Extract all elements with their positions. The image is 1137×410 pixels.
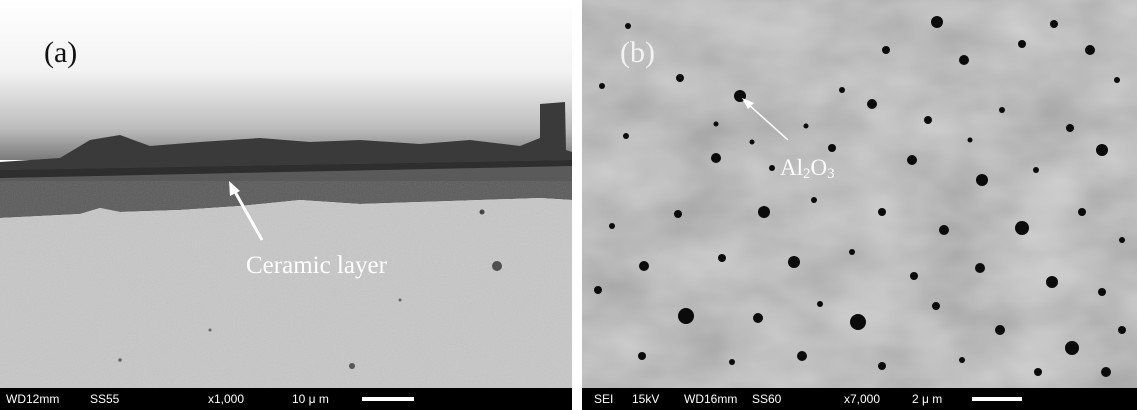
accelerating-voltage: 15kV xyxy=(632,392,660,406)
arrow-head xyxy=(229,181,240,196)
magnification: x1,000 xyxy=(208,392,245,406)
sem-cross-section-image xyxy=(0,0,572,388)
alumina-particles xyxy=(594,16,1126,377)
magnification: x7,000 xyxy=(844,392,881,406)
spot-size: SS60 xyxy=(752,392,782,406)
info-bar-b: SEI 15kV WD16mm SS60 x7,000 2 μ m xyxy=(582,388,1137,410)
arrow-head xyxy=(742,98,754,109)
spot-size: SS55 xyxy=(90,392,120,406)
ceramic-layer-label: Ceramic layer xyxy=(246,252,387,279)
panel-label-a: (a) xyxy=(44,36,78,69)
working-distance: WD16mm xyxy=(684,392,738,406)
arrow-line xyxy=(232,189,264,241)
scale-label: 2 μ m xyxy=(912,392,943,406)
arrow-line xyxy=(747,103,789,141)
sem-image-b: (b) Al2O3 SEI 15kV WD16mm SS60 x7,000 2 … xyxy=(582,0,1137,410)
detector-mode: SEI xyxy=(594,392,614,406)
al2o3-label: Al2O3 xyxy=(780,155,835,182)
scale-bar xyxy=(362,397,414,401)
panel-label-b: (b) xyxy=(620,36,655,69)
sem-surface-image xyxy=(582,0,1137,410)
working-distance: WD12mm xyxy=(6,392,60,406)
scale-bar xyxy=(972,397,1022,401)
sem-image-a: (a) Ceramic layer WD12mm SS55 x1,000 10 … xyxy=(0,0,572,410)
scale-label: 10 μ m xyxy=(292,392,329,406)
info-bar-a: WD12mm SS55 x1,000 10 μ m xyxy=(0,388,572,410)
